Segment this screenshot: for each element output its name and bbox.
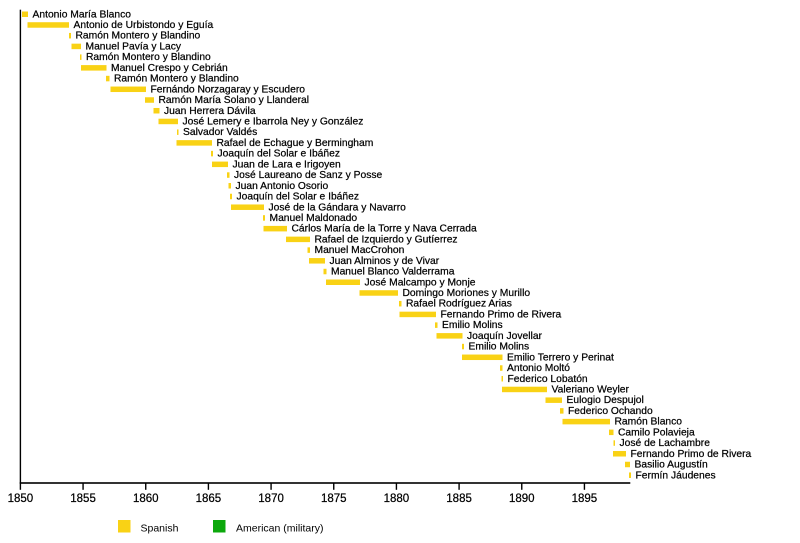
svg-text:Federico Ochando: Federico Ochando: [568, 406, 653, 417]
svg-text:1890: 1890: [509, 493, 535, 505]
svg-text:José de la Gándara y Navarro: José de la Gándara y Navarro: [269, 202, 407, 213]
svg-text:Manuel Crespo y Cebrián: Manuel Crespo y Cebrián: [111, 63, 228, 74]
svg-text:Cárlos María de la Torre y Nav: Cárlos María de la Torre y Nava Cerrada: [292, 224, 478, 235]
svg-text:Valeriano Weyler: Valeriano Weyler: [552, 385, 630, 396]
svg-text:1865: 1865: [196, 493, 222, 505]
svg-text:Antonio Moltó: Antonio Moltó: [507, 363, 570, 374]
svg-text:Emilio Molins: Emilio Molins: [469, 342, 530, 353]
svg-text:Juan Herrera Dávila: Juan Herrera Dávila: [164, 106, 256, 117]
svg-text:Juan Alminos y de Vivar: Juan Alminos y de Vivar: [330, 256, 440, 267]
svg-text:Camilo Polavieja: Camilo Polavieja: [618, 427, 695, 438]
svg-text:Emilio Molins: Emilio Molins: [442, 320, 503, 331]
svg-text:Manuel Blanco Valderrama: Manuel Blanco Valderrama: [331, 267, 455, 278]
svg-text:Ramón Montero y Blandino: Ramón Montero y Blandino: [76, 31, 201, 42]
svg-text:Antonio María Blanco: Antonio María Blanco: [33, 9, 132, 20]
svg-text:1875: 1875: [321, 493, 347, 505]
svg-text:Manuel Pavía y Lacy: Manuel Pavía y Lacy: [86, 41, 182, 52]
svg-text:Ramón Blanco: Ramón Blanco: [615, 417, 683, 428]
svg-text:Emilio Terrero y Perinat: Emilio Terrero y Perinat: [507, 352, 614, 363]
svg-text:Ramón Montero y Blandino: Ramón Montero y Blandino: [114, 74, 239, 85]
svg-text:Fernando Primo de Rivera: Fernando Primo de Rivera: [631, 449, 752, 460]
svg-text:Ramón María Solano y Llanderal: Ramón María Solano y Llanderal: [159, 95, 310, 106]
svg-text:Fernando Primo de Rivera: Fernando Primo de Rivera: [441, 309, 562, 320]
svg-text:Manuel Maldonado: Manuel Maldonado: [270, 213, 358, 224]
svg-text:Federico Lobatón: Federico Lobatón: [508, 374, 588, 385]
svg-text:José Malcampo y Monje: José Malcampo y Monje: [365, 277, 476, 288]
svg-text:Fermín Jáudenes: Fermín Jáudenes: [636, 470, 716, 481]
svg-text:Joaquín del Solar e Ibáñez: Joaquín del Solar e Ibáñez: [237, 192, 360, 203]
svg-text:Juan Antonio Osorio: Juan Antonio Osorio: [236, 181, 329, 192]
svg-text:Eulogio Despujol: Eulogio Despujol: [567, 395, 644, 406]
svg-text:Rafael de Izquierdo y Gutíerre: Rafael de Izquierdo y Gutíerrez: [315, 234, 458, 245]
svg-text:1860: 1860: [133, 493, 159, 505]
svg-text:Rafael Rodríguez Arias: Rafael Rodríguez Arias: [406, 299, 512, 310]
svg-text:Basilio Augustín: Basilio Augustín: [635, 460, 709, 471]
svg-text:Juan de Lara e Irigoyen: Juan de Lara e Irigoyen: [233, 159, 341, 170]
svg-text:José de Lachambre: José de Lachambre: [620, 438, 711, 449]
svg-text:Manuel MacCrohon: Manuel MacCrohon: [315, 245, 405, 256]
svg-text:1880: 1880: [384, 493, 410, 505]
svg-text:Spanish: Spanish: [141, 523, 179, 535]
svg-text:1855: 1855: [70, 493, 96, 505]
svg-text:Ramón Montero y Blandino: Ramón Montero y Blandino: [86, 52, 211, 63]
svg-text:José Laureano de Sanz y Posse: José Laureano de Sanz y Posse: [234, 170, 383, 181]
svg-text:Salvador Valdés: Salvador Valdés: [183, 127, 257, 138]
svg-text:Joaquín del Solar e Ibáñez: Joaquín del Solar e Ibáñez: [218, 149, 341, 160]
svg-text:Rafael de Echague y Bermingham: Rafael de Echague y Bermingham: [217, 138, 374, 149]
svg-text:1850: 1850: [8, 493, 34, 505]
svg-text:Antonio de Urbistondo y Eguía: Antonio de Urbistondo y Eguía: [74, 20, 214, 31]
svg-text:1885: 1885: [446, 493, 472, 505]
svg-text:José Lemery e Ibarrola Ney y G: José Lemery e Ibarrola Ney y González: [183, 117, 364, 128]
svg-text:1895: 1895: [572, 493, 598, 505]
svg-text:American (military): American (military): [236, 523, 324, 535]
svg-text:1870: 1870: [258, 493, 284, 505]
svg-text:Joaquín Jovellar: Joaquín Jovellar: [467, 331, 543, 342]
svg-text:Domingo Moriones y Murillo: Domingo Moriones y Murillo: [403, 288, 531, 299]
svg-text:Fernándo Norzagaray y Escudero: Fernándo Norzagaray y Escudero: [151, 84, 306, 95]
